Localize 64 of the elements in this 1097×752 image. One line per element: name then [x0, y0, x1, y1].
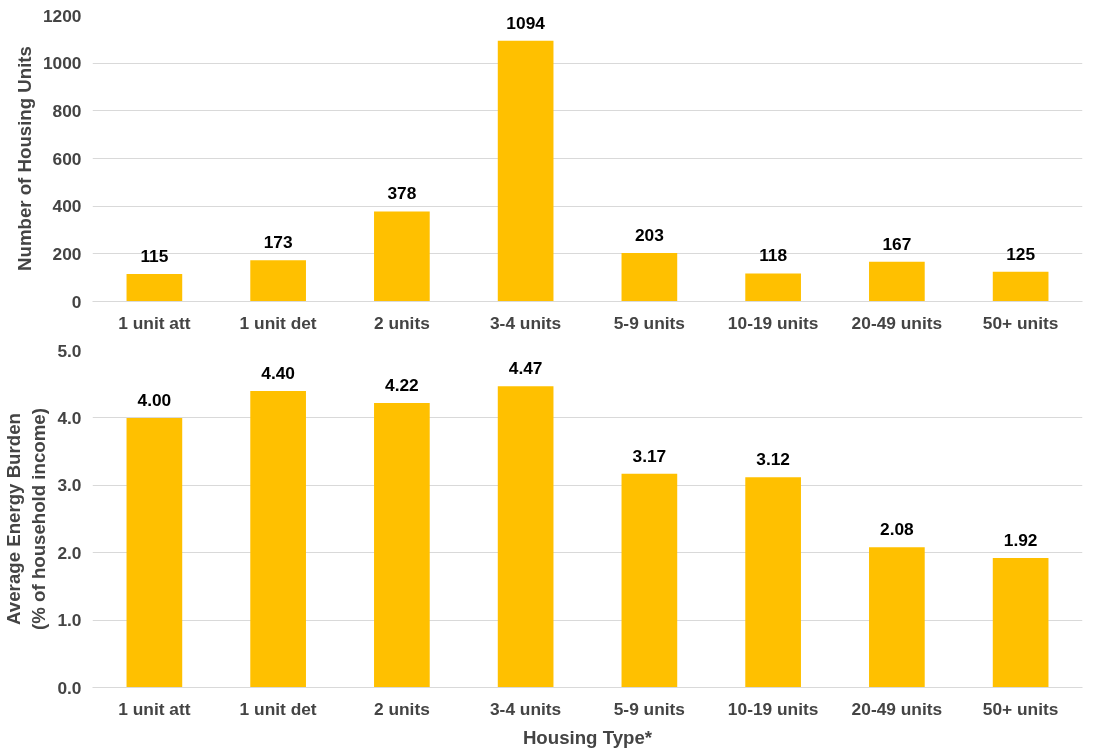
bar	[250, 390, 306, 688]
y-tick-label: 600	[52, 148, 82, 169]
x-tick-label: 10-19 units	[727, 698, 819, 719]
bar	[497, 40, 554, 302]
y-tick-label: 400	[52, 196, 82, 217]
y-tick-label: 4.0	[57, 407, 82, 428]
bar	[621, 473, 678, 688]
x-tick-label: 10-19 units	[727, 312, 819, 333]
data-label: 3.17	[632, 445, 667, 466]
data-label: 1094	[506, 12, 546, 33]
bar	[374, 211, 430, 302]
data-label: 173	[263, 232, 293, 253]
y-tick-label: 3.0	[57, 475, 82, 496]
data-label: 115	[140, 246, 169, 267]
x-axis-title: Housing Type*	[522, 726, 653, 748]
data-label: 1.92	[1003, 530, 1038, 551]
x-tick-label: 5-9 units	[613, 698, 686, 719]
data-label: 4.40	[261, 362, 295, 383]
y-tick-label: 800	[52, 100, 82, 121]
data-label: 2.08	[880, 519, 915, 540]
data-label: 3.12	[756, 449, 790, 470]
data-label: 118	[759, 245, 788, 266]
y-tick-label: 5.0	[57, 340, 82, 361]
bar	[621, 253, 678, 302]
bar	[126, 417, 183, 688]
y-tick-label: 1200	[42, 5, 82, 26]
data-label: 167	[882, 233, 912, 254]
y-tick-label: 0	[71, 291, 82, 312]
bar	[745, 477, 801, 688]
bar	[869, 547, 925, 688]
x-tick-label: 20-49 units	[851, 698, 943, 719]
y-tick-label: 200	[52, 243, 82, 264]
y-tick-label: 2.0	[57, 542, 82, 563]
y-axis-title: Number of Housing Units	[13, 46, 35, 271]
y-tick-label: 1000	[42, 53, 82, 74]
data-label: 4.47	[508, 358, 543, 379]
x-tick-label: 1 unit att	[118, 312, 191, 333]
x-tick-label: 2 units	[373, 698, 430, 719]
x-tick-label: 1 unit det	[239, 312, 317, 333]
data-label: 125	[1006, 243, 1036, 264]
bar	[374, 403, 430, 688]
x-tick-label: 1 unit det	[239, 698, 317, 719]
x-tick-label: 3-4 units	[490, 312, 562, 333]
bar	[250, 260, 306, 302]
x-tick-label: 50+ units	[982, 698, 1059, 719]
x-tick-label: 2 units	[373, 312, 430, 333]
y-tick-label: 0.0	[57, 677, 82, 698]
bar	[869, 261, 925, 302]
x-tick-label: 50+ units	[982, 312, 1059, 333]
bar	[497, 386, 554, 688]
data-label: 4.00	[137, 389, 172, 410]
x-tick-label: 20-49 units	[851, 312, 943, 333]
data-label: 203	[634, 225, 665, 246]
data-label: 378	[387, 183, 417, 204]
data-label: 4.22	[385, 375, 419, 396]
x-tick-label: 5-9 units	[613, 312, 686, 333]
bar	[992, 271, 1049, 302]
y-tick-label: 1.0	[57, 610, 82, 631]
x-tick-label: 3-4 units	[490, 698, 562, 719]
bar	[126, 274, 183, 302]
y-axis-title: Average Energy Burden (% of household income)	[3, 408, 50, 630]
bar	[745, 273, 801, 302]
bar	[992, 558, 1049, 688]
x-tick-label: 1 unit att	[118, 698, 191, 719]
